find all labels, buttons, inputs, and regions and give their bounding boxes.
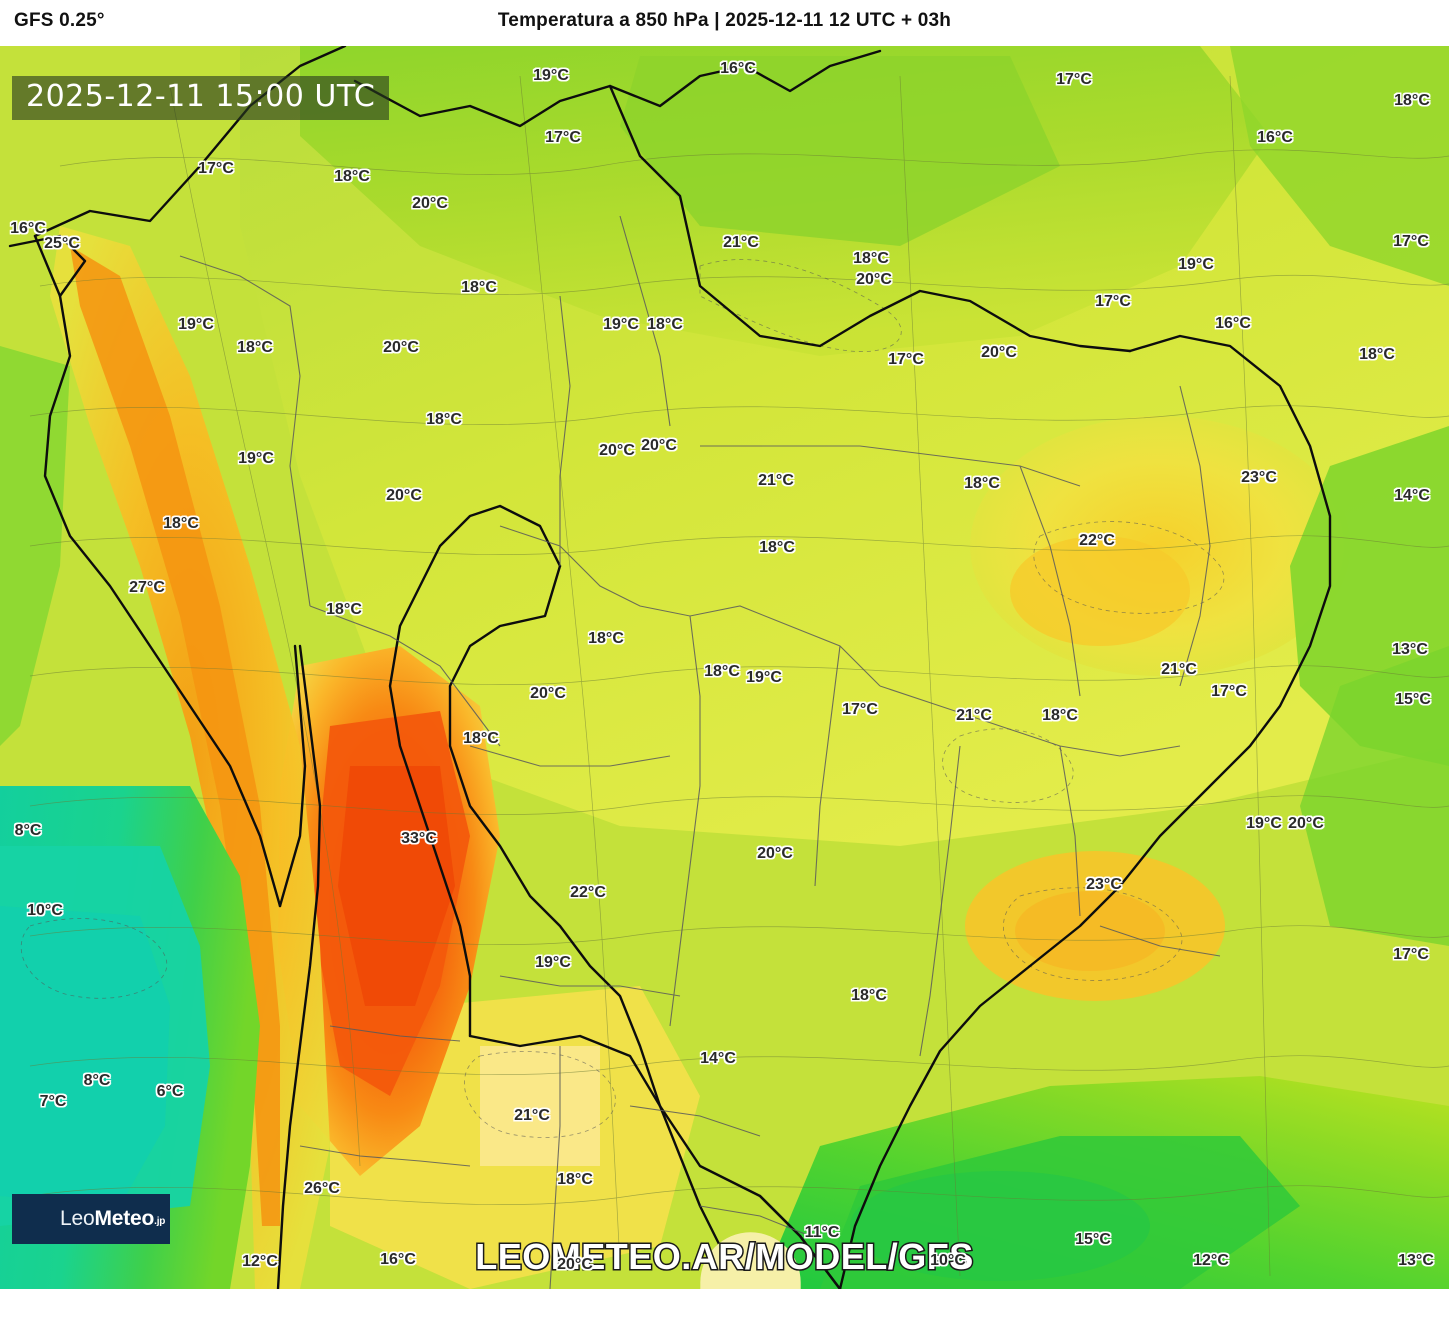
valid-time-badge: 2025-12-11 15:00 UTC <box>12 76 390 120</box>
map-temperature-field <box>0 46 1449 1289</box>
sun-icon <box>26 1206 801 1289</box>
footer-bar: 5.80 °C 33.60 °C -50-40-30-20-1001020304… <box>0 1289 1449 1338</box>
model-label: GFS 0.25° <box>14 10 105 31</box>
leometeo-logo[interactable]: LeoMeteo.jp <box>12 1194 801 1289</box>
site-watermark: LEOMETEO.AR/MODEL/GFS <box>474 1235 975 1279</box>
logo-meteo: Meteo <box>94 1207 155 1230</box>
logo-leo: Leo <box>60 1207 95 1230</box>
logo-tld: .jp <box>154 1216 166 1227</box>
header-bar: GFS 0.25° Temperatura a 850 hPa | 2025-1… <box>0 0 1449 46</box>
page-title: Temperatura a 850 hPa | 2025-12-11 12 UT… <box>497 10 952 31</box>
logo-wordmark: LeoMeteo.jp <box>60 1207 165 1231</box>
map-canvas[interactable]: 2025-12-11 15:00 UTC <box>0 46 1449 1289</box>
